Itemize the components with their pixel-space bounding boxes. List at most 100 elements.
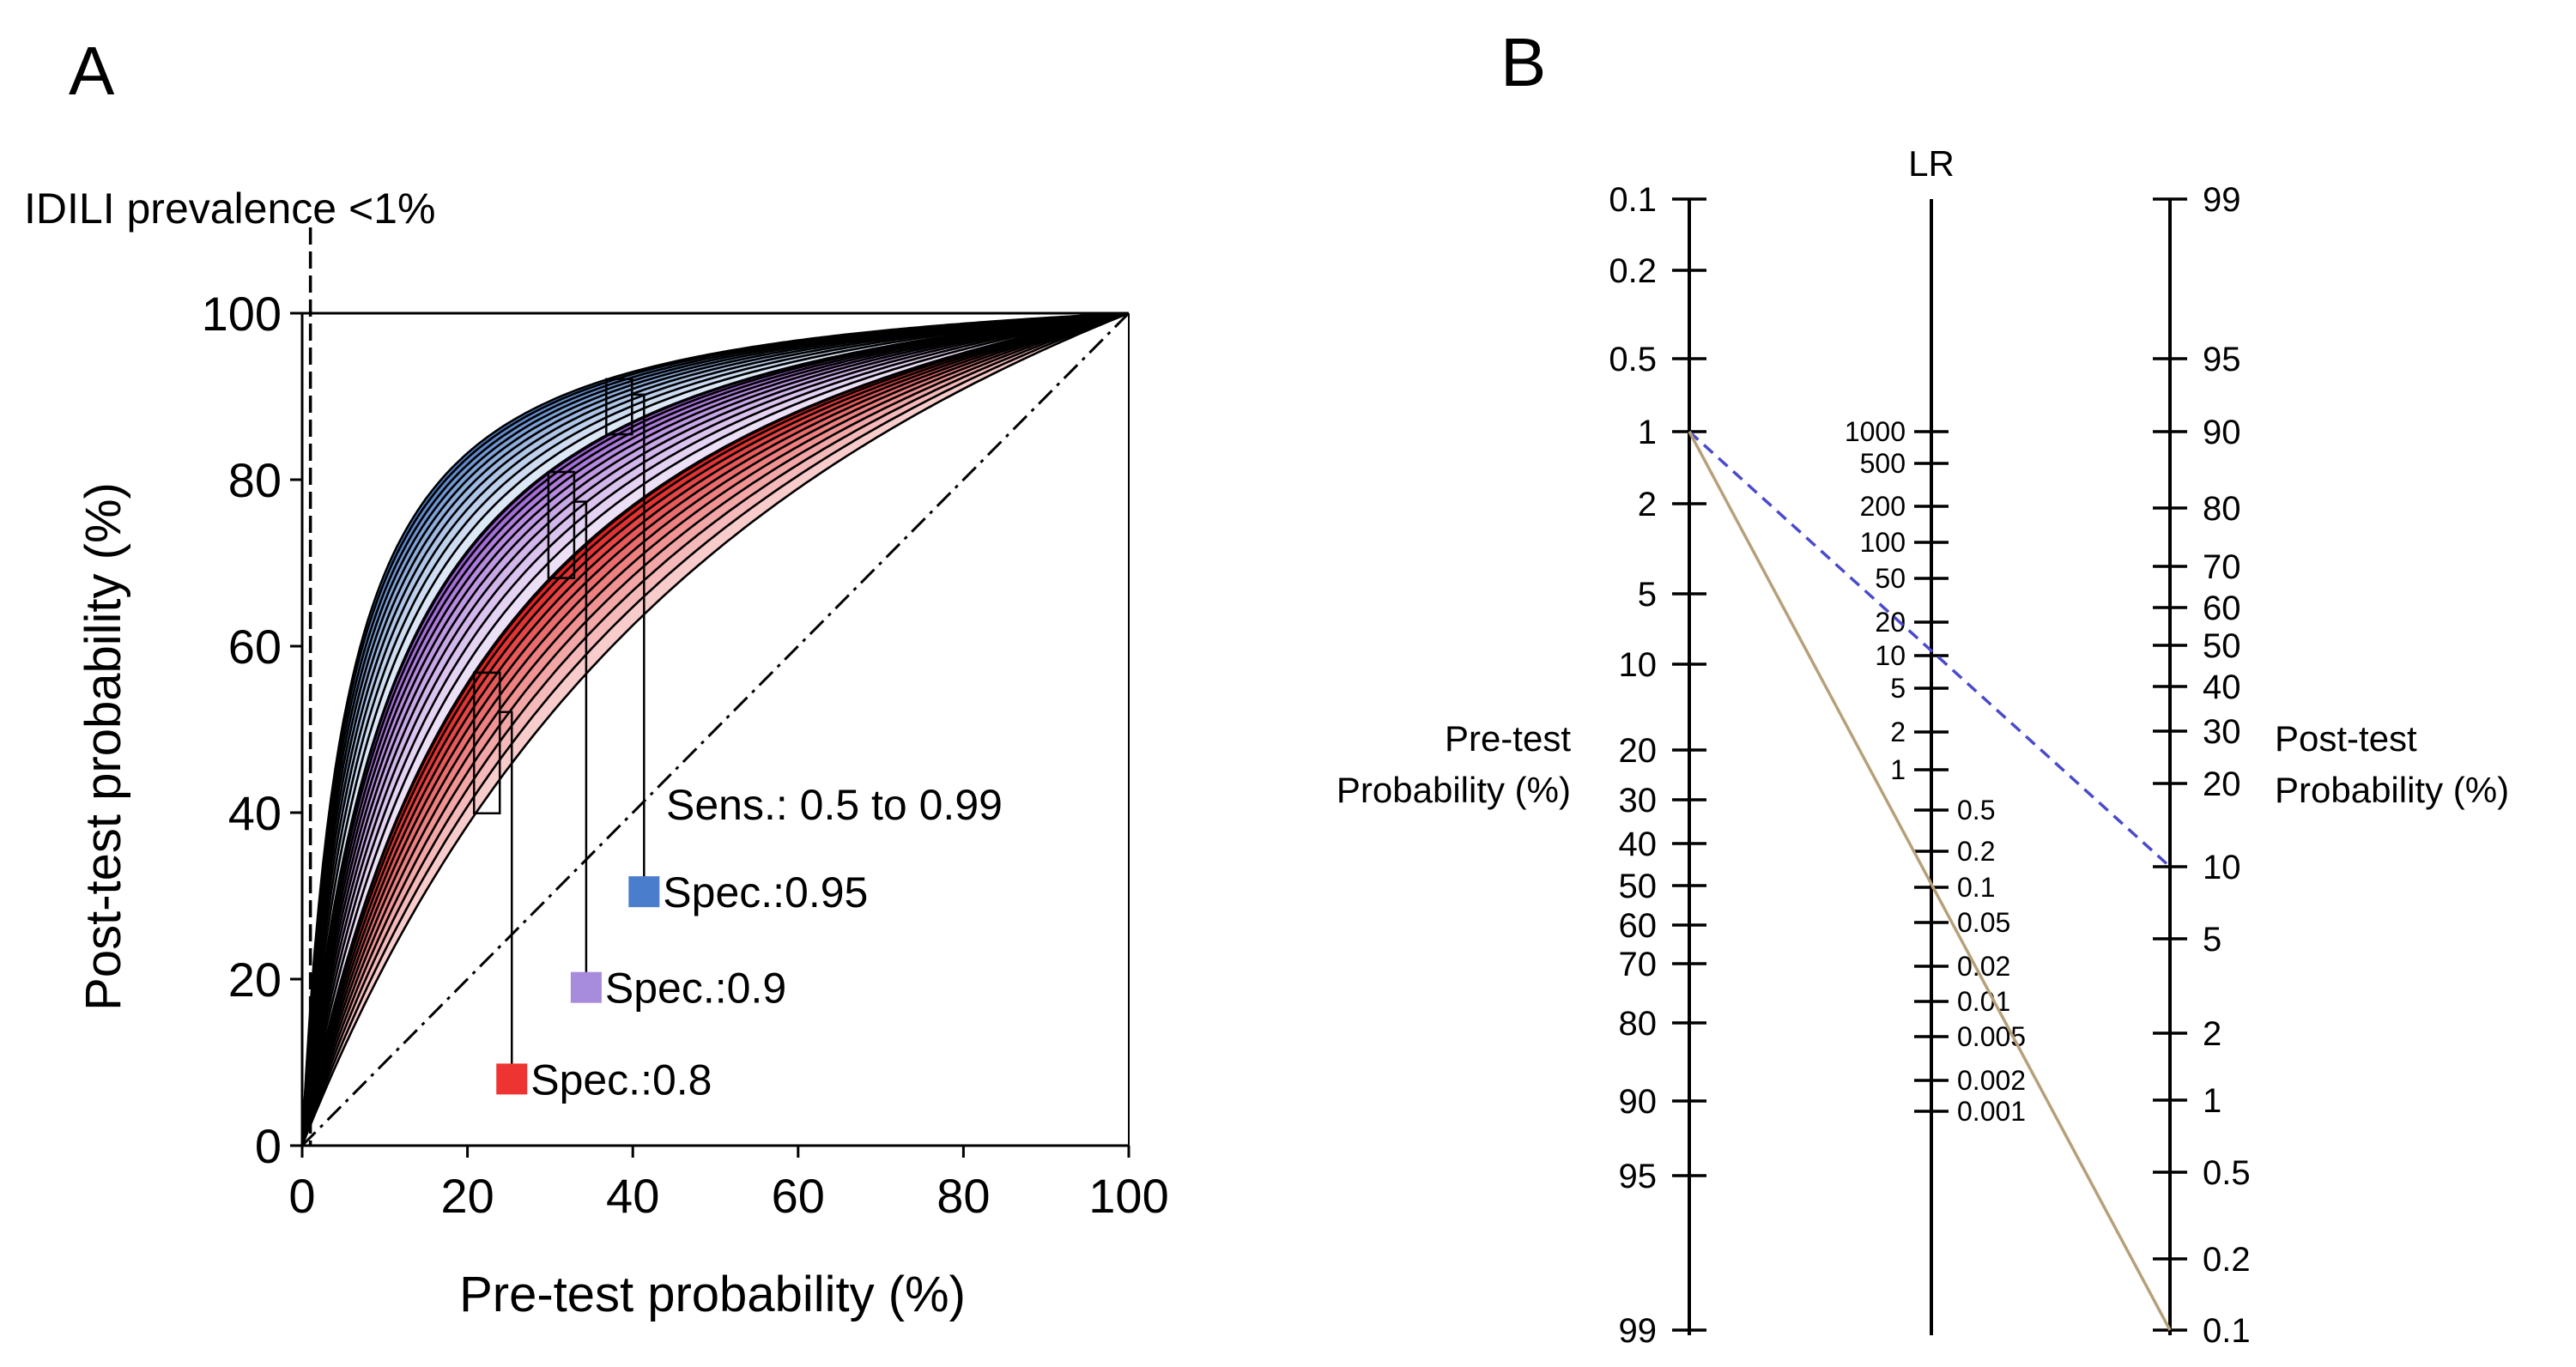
post-tick-label-40: 40 xyxy=(2203,668,2241,706)
lr-tick-label-1: 1 xyxy=(1890,754,1906,785)
lr-tick-label-0.005: 0.005 xyxy=(1957,1021,2026,1052)
y-tick-label-40: 40 xyxy=(228,786,282,840)
y-tick-label-60: 60 xyxy=(228,620,282,674)
pre-tick-label-70: 70 xyxy=(1619,946,1658,983)
roc-line-spec-0.9-sens-0.55 xyxy=(300,312,1130,1146)
post-test-label-line2: Probability (%) xyxy=(2275,770,2509,810)
roc-line-spec-0.8-sens-0.85 xyxy=(300,312,1130,1146)
roc-line-spec-0.8-sens-0.5 xyxy=(300,312,1130,1146)
roc-line-spec-0.9-sens-0.75 xyxy=(300,312,1130,1146)
lr-tick-label-0.5: 0.5 xyxy=(1957,795,1995,826)
range-bracket-0.8 xyxy=(472,671,501,814)
pre-test-label-line2: Probability (%) xyxy=(1336,770,1571,810)
sens-range-annotation: Sens.: 0.5 to 0.99 xyxy=(666,781,1003,829)
roc-line-spec-0.9-sens-0.6 xyxy=(300,312,1130,1146)
post-tick-label-60: 60 xyxy=(2203,590,2241,627)
lr-tick-label-0.05: 0.05 xyxy=(1957,907,2010,938)
post-tick-label-95: 95 xyxy=(2203,341,2241,378)
bracket-connector-0.8 xyxy=(500,711,513,1080)
lr-tick-label-100: 100 xyxy=(1860,527,1906,558)
y-tick-label-0: 0 xyxy=(255,1119,282,1173)
pre-tick-label-50: 50 xyxy=(1619,868,1658,905)
lr-tick-label-1000: 1000 xyxy=(1845,416,1906,447)
legend-swatch-0.8 xyxy=(496,1063,528,1095)
y-tick-label-100: 100 xyxy=(202,287,282,341)
x-tick-label-60: 60 xyxy=(772,1169,825,1223)
post-tick-label-2: 2 xyxy=(2203,1015,2221,1053)
panel-letter-b: B xyxy=(1500,24,1546,100)
post-tick-label-90: 90 xyxy=(2203,414,2241,451)
roc-line-spec-0.9-sens-0.8 xyxy=(300,312,1130,1146)
pre-tick-label-20: 20 xyxy=(1619,732,1658,770)
pre-tick-label-10: 10 xyxy=(1619,646,1658,684)
bracket-connector-0.95 xyxy=(632,393,646,892)
pre-tick-label-0.1: 0.1 xyxy=(1609,181,1657,219)
legend-label-0.9: Spec.:0.9 xyxy=(605,965,786,1013)
pre-tick-label-99: 99 xyxy=(1619,1312,1658,1350)
negative-lr-line xyxy=(1688,431,2172,1331)
pre-tick-label-5: 5 xyxy=(1638,576,1657,614)
roc-line-spec-0.95-sens-0.55 xyxy=(300,312,1130,1146)
roc-line-spec-0.95-sens-0.99 xyxy=(300,312,1130,1146)
x-tick-label-80: 80 xyxy=(936,1169,990,1223)
x-axis-label: Pre-test probability (%) xyxy=(459,1267,966,1322)
post-tick-label-80: 80 xyxy=(2203,490,2241,528)
axes-a: Spec.:0.95 Spec.:0.9 Spec.:0.8 0 20 40 60 80 100… xyxy=(202,227,1169,1223)
range-bracket-0.95 xyxy=(605,378,633,436)
legend-swatch-0.9 xyxy=(570,971,602,1003)
x-tick-label-20: 20 xyxy=(440,1169,494,1223)
lr-tick-label-0.01: 0.01 xyxy=(1957,986,2010,1017)
roc-line-spec-0.8-sens-0.95 xyxy=(300,312,1130,1146)
pre-tick-label-80: 80 xyxy=(1619,1005,1658,1043)
pre-tick-label-1: 1 xyxy=(1638,414,1657,451)
pre-tick-label-95: 95 xyxy=(1619,1158,1658,1195)
panel-b: B LR Pre-test Probability (%) Post-test … xyxy=(1336,24,2509,1350)
panel-letter-a: A xyxy=(69,33,115,109)
roc-line-spec-0.8-sens-0.9 xyxy=(300,312,1130,1146)
post-tick-label-70: 70 xyxy=(2203,548,2241,586)
x-tick-label-100: 100 xyxy=(1088,1169,1168,1223)
y-tick-label-20: 20 xyxy=(228,953,282,1007)
roc-line-spec-0.8-sens-0.6 xyxy=(300,312,1130,1146)
post-tick-label-5: 5 xyxy=(2203,921,2221,959)
pre-tick-label-0.5: 0.5 xyxy=(1609,341,1657,378)
x-tick-label-0: 0 xyxy=(288,1169,315,1223)
post-tick-label-10: 10 xyxy=(2203,849,2241,886)
roc-line-spec-0.9-sens-0.65 xyxy=(300,312,1130,1146)
post-tick-label-99: 99 xyxy=(2203,181,2241,219)
lr-axis-label: LR xyxy=(1908,143,1955,184)
positive-lr-line xyxy=(1688,430,2172,868)
post-tick-label-0.5: 0.5 xyxy=(2203,1154,2251,1192)
nomogram: 0.10.20.51251020304050607080909599999590… xyxy=(1609,181,2250,1350)
pre-tick-label-30: 30 xyxy=(1619,782,1658,820)
range-bracket-0.9 xyxy=(547,470,576,579)
lr-tick-label-0.2: 0.2 xyxy=(1957,836,1995,867)
roc-line-spec-0.9-sens-0.7 xyxy=(300,312,1130,1146)
diagonal-reference-line xyxy=(300,312,1130,1147)
pre-tick-label-2: 2 xyxy=(1638,486,1657,523)
x-tick-label-40: 40 xyxy=(606,1169,659,1223)
y-tick-label-80: 80 xyxy=(228,453,282,507)
legend-label-0.95: Spec.:0.95 xyxy=(663,868,868,916)
post-tick-label-50: 50 xyxy=(2203,627,2241,665)
lr-tick-label-0.002: 0.002 xyxy=(1957,1065,2026,1096)
lr-tick-label-200: 200 xyxy=(1860,491,1906,522)
post-tick-label-0.2: 0.2 xyxy=(2203,1241,2251,1279)
lr-tick-label-5: 5 xyxy=(1890,673,1906,704)
bracket-connector-0.9 xyxy=(573,500,588,988)
post-test-label-line1: Post-test xyxy=(2275,718,2417,759)
prevalence-annotation: IDILI prevalence <1% xyxy=(24,184,435,233)
pre-tick-label-40: 40 xyxy=(1619,826,1658,863)
post-tick-label-20: 20 xyxy=(2203,765,2241,803)
panel-a: A IDILI prevalence <1% Spec.:0.95 Spec.:0… xyxy=(24,33,1169,1322)
post-tick-label-0.1: 0.1 xyxy=(2203,1312,2251,1350)
roc-line-spec-0.8-sens-0.55 xyxy=(300,312,1130,1146)
roc-line-spec-0.8-sens-0.65 xyxy=(300,312,1130,1146)
lr-tick-label-0.001: 0.001 xyxy=(1957,1096,2026,1127)
legend-swatch-0.95 xyxy=(628,876,660,908)
roc-line-spec-0.9-sens-0.99 xyxy=(300,312,1130,1146)
lr-tick-label-10: 10 xyxy=(1875,640,1906,671)
lr-tick-label-0.1: 0.1 xyxy=(1957,872,1995,903)
roc-line-spec-0.8-sens-0.75 xyxy=(300,312,1130,1146)
lr-tick-label-500: 500 xyxy=(1860,448,1906,479)
